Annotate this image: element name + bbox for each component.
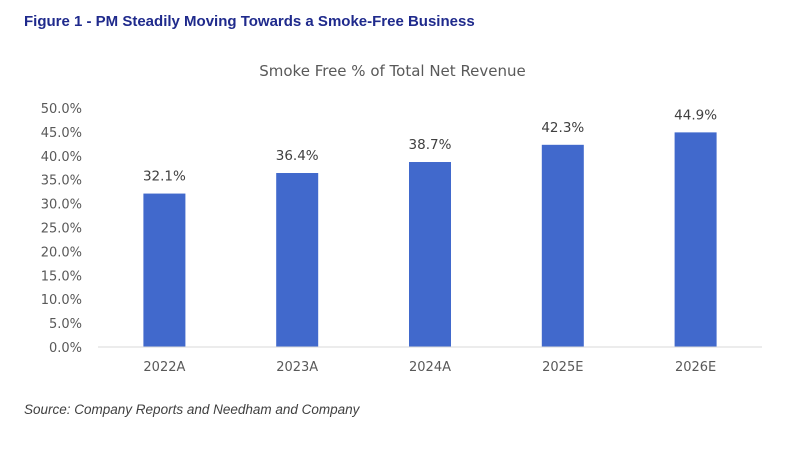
bar (143, 193, 186, 347)
y-axis: 0.0% 5.0% 10.0% 15.0% 20.0% 25.0% 30.0% 35.0% 40… (41, 102, 82, 356)
data-label: 36.4% (276, 148, 319, 164)
y-tick-label: 45.0% (41, 126, 82, 141)
y-tick-label: 15.0% (41, 269, 82, 284)
y-tick-label: 0.0% (49, 341, 82, 356)
bar (276, 173, 319, 347)
bar (541, 144, 584, 347)
x-tick-label: 2026E (675, 360, 716, 375)
y-tick-label: 10.0% (41, 293, 82, 308)
data-labels: 32.1% 36.4% 38.7% 42.3% 44.9% (143, 107, 717, 184)
x-axis: 2022A 2023A 2024A 2025E 2026E (98, 346, 762, 375)
data-label: 44.9% (674, 107, 717, 123)
data-label: 42.3% (541, 120, 584, 136)
source-note: Source: Company Reports and Needham and … (24, 402, 360, 417)
x-tick-label: 2022A (143, 360, 185, 375)
y-tick-label: 20.0% (41, 245, 82, 260)
bar (409, 162, 451, 347)
figure-title: Figure 1 - PM Steadily Moving Towards a … (24, 13, 475, 30)
chart-title: Smoke Free % of Total Net Revenue (259, 62, 526, 80)
y-tick-label: 25.0% (41, 222, 82, 237)
bar (674, 132, 717, 347)
x-tick-label: 2023A (276, 360, 318, 375)
y-tick-label: 35.0% (41, 174, 82, 189)
x-tick-label: 2024A (409, 360, 451, 375)
y-tick-label: 30.0% (41, 198, 82, 213)
x-tick-label: 2025E (542, 360, 583, 375)
data-label: 32.1% (143, 169, 186, 185)
y-tick-label: 40.0% (41, 150, 82, 165)
data-label: 38.7% (409, 137, 452, 153)
y-tick-label: 5.0% (49, 317, 82, 332)
y-tick-label: 50.0% (41, 102, 82, 117)
bars (143, 132, 717, 347)
